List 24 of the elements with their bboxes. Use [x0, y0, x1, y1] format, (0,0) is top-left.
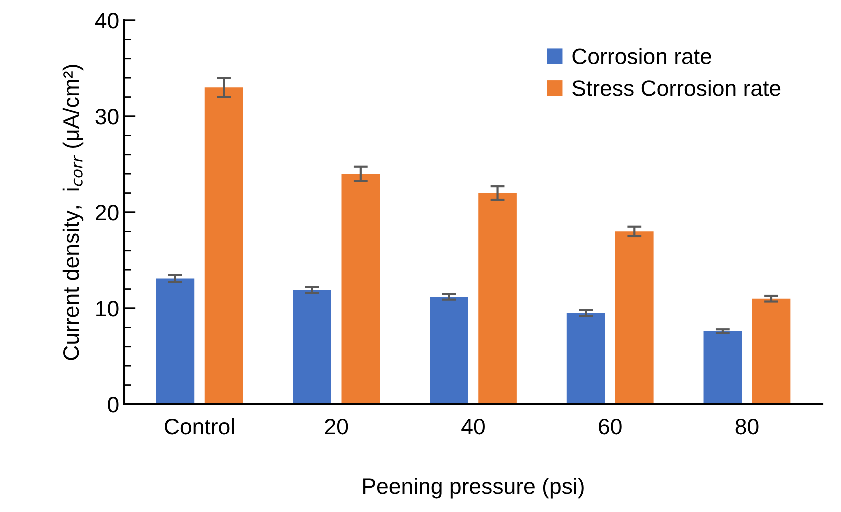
- y-tick-label: 0: [108, 397, 119, 413]
- legend-label: Stress Corrosion rate: [572, 80, 781, 96]
- y-tick-label: 10: [96, 301, 119, 317]
- x-tick-label: 20: [325, 418, 348, 435]
- bar: [156, 278, 195, 404]
- y-tick-label: 30: [96, 109, 119, 125]
- bar: [342, 174, 380, 404]
- x-tick-label: 80: [736, 418, 759, 435]
- bar: [752, 298, 791, 404]
- y-axis-title: Current density, i$_{corr}$ (μA/cm²): [62, 65, 84, 360]
- bar: [430, 296, 468, 404]
- bar: [293, 290, 332, 404]
- legend-label: Corrosion rate: [572, 48, 712, 64]
- bar: [566, 313, 606, 404]
- x-tick-label: Control: [165, 418, 234, 435]
- bar: [704, 332, 742, 404]
- bar: [204, 88, 244, 404]
- y-tick-label: 20: [96, 205, 119, 221]
- x-tick-label: 40: [462, 418, 485, 435]
- x-axis-title: Peening pressure (psi): [364, 478, 584, 499]
- bar: [615, 232, 654, 404]
- bar: [478, 193, 517, 404]
- y-tick-label: 40: [95, 13, 119, 29]
- x-tick-label: 60: [599, 418, 622, 435]
